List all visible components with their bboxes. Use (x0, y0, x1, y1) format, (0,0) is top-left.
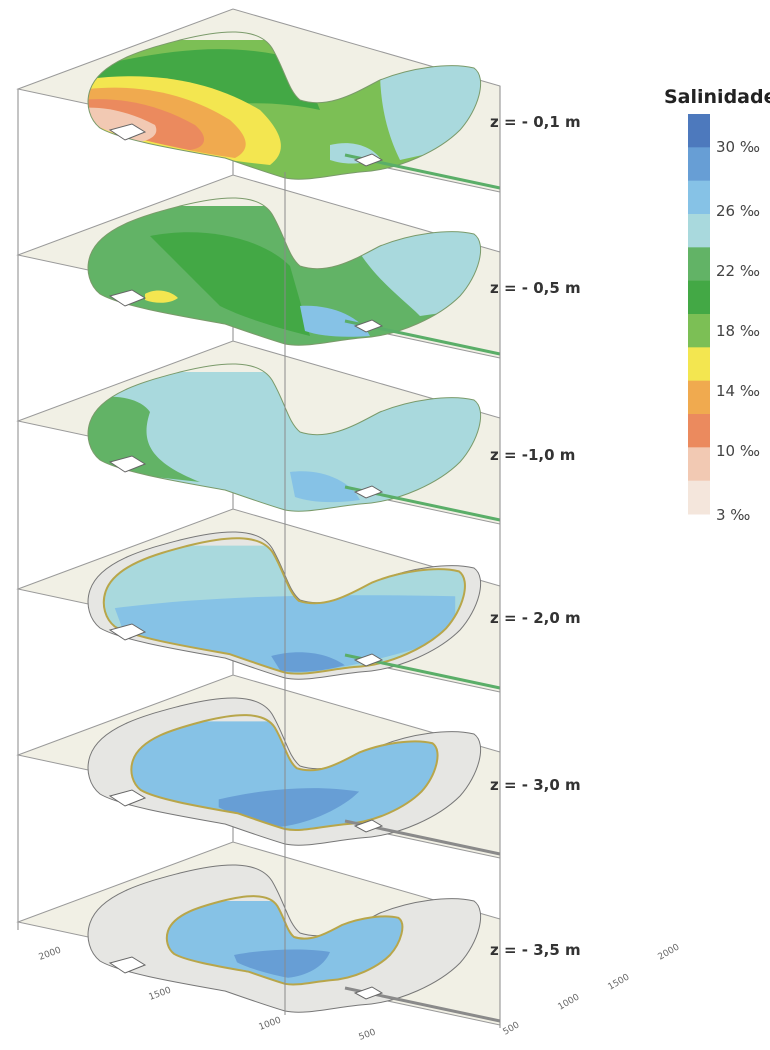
island (353, 653, 384, 667)
island (108, 789, 147, 807)
legend-swatch (688, 314, 710, 348)
axis-tick-label: 2000 (657, 942, 682, 962)
water-edge (130, 714, 439, 831)
depth-label: z = - 3,0 m (490, 776, 581, 794)
salinity-band (271, 652, 345, 672)
legend-swatch (688, 380, 710, 415)
legend-swatch (688, 414, 710, 448)
depth-layer (16, 674, 501, 859)
island (108, 623, 147, 641)
salinity-band (234, 949, 330, 978)
legend-tick-label: 26 ‰ (716, 202, 760, 220)
axis-tick-label: 2000 (38, 945, 63, 962)
island (353, 986, 384, 1000)
legend-swatch (688, 447, 710, 482)
basin-outline (87, 31, 482, 180)
legend-tick-label: 10 ‰ (716, 442, 760, 460)
water-edge (165, 895, 404, 986)
depth-layers: z = - 0,1 m z = - 0,5 m z = -1,0 m z = - 2,… (16, 8, 581, 1026)
island (108, 289, 147, 307)
legend-swatch (688, 214, 710, 248)
depth-layer (16, 8, 501, 193)
salinity-legend: Salinidade 30 ‰ 26 ‰ 22 ‰ 18 ‰ 14 ‰ 10 ‰ 3 ‰ (664, 86, 770, 524)
water-edge (102, 537, 466, 675)
box-frame-front (284, 86, 501, 1028)
legend-tick-labels: 30 ‰ 26 ‰ 22 ‰ 18 ‰ 14 ‰ 10 ‰ 3 ‰ (716, 138, 760, 524)
salinity-map (87, 697, 482, 846)
depth-layer (16, 841, 501, 1026)
axis-tick-label: 1500 (148, 985, 173, 1002)
island (108, 455, 147, 473)
salinity-band (150, 232, 310, 336)
legend-swatch (688, 347, 710, 382)
depth-label: z = - 2,0 m (490, 609, 581, 627)
basin-outline (87, 197, 482, 346)
legend-tick-label: 3 ‰ (716, 506, 750, 524)
axis-tick-label: 500 (502, 1020, 522, 1037)
salinity-band (88, 396, 200, 482)
salinity-band (290, 471, 360, 503)
salinity-band (350, 226, 481, 316)
depth-label: z = -1,0 m (490, 446, 575, 464)
legend-swatch (688, 147, 710, 182)
legend-swatch (688, 180, 710, 215)
depth-label: z = - 0,1 m (490, 113, 581, 131)
legend-color-bar (688, 114, 710, 515)
salinity-band (300, 305, 370, 337)
legend-tick-label: 30 ‰ (716, 138, 760, 156)
depth-layer (16, 174, 501, 359)
depth-label: z = - 0,5 m (490, 279, 581, 297)
legend-title: Salinidade (664, 86, 770, 108)
depth-label: z = - 3,5 m (490, 941, 581, 959)
axis-tick-label: 500 (358, 1027, 378, 1042)
island (108, 123, 147, 141)
axis-tick-label: 1000 (557, 992, 582, 1012)
axis-tick-label: 1500 (607, 972, 632, 992)
salinity-map (87, 864, 482, 1013)
depth-layer (16, 340, 501, 525)
legend-tick-label: 22 ‰ (716, 262, 760, 280)
island (353, 485, 384, 499)
salinity-band (218, 788, 360, 827)
legend-swatch (688, 480, 710, 515)
island (353, 819, 384, 833)
basin-outline (87, 363, 482, 512)
island (108, 956, 147, 974)
island (353, 153, 384, 167)
depth-layer (16, 508, 501, 693)
legend-tick-label: 18 ‰ (716, 322, 760, 340)
legend-tick-label: 14 ‰ (716, 382, 760, 400)
salinity-band (145, 290, 178, 303)
legend-swatch (688, 114, 710, 148)
axis-tick-label: 1000 (258, 1015, 283, 1032)
legend-swatch (688, 280, 710, 315)
legend-swatch (688, 247, 710, 282)
island (353, 319, 384, 333)
